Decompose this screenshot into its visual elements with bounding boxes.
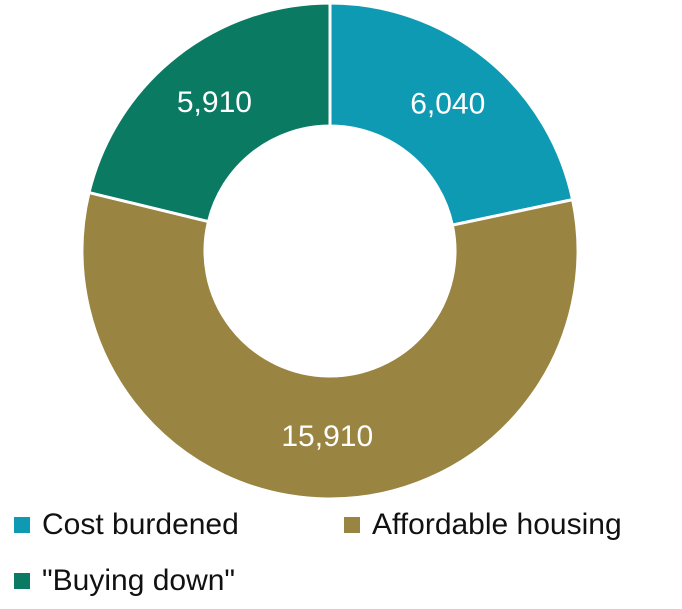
slice-affordable-housing [80,190,580,500]
legend-item-buying-down: "Buying down" [14,564,235,598]
slice-label-cost-burdened: 6,040 [410,88,485,121]
legend-label-buying-down: "Buying down" [42,564,236,597]
slice-buying-down [87,1,332,224]
legend-swatch-cost-burdened [14,517,30,533]
donut-chart: 6,040 15,910 5,910 [80,1,580,500]
legend-item-cost-burdened: Cost burdened [14,508,239,542]
slice-label-buying-down: 5,910 [177,86,252,119]
slice-cost-burdened [328,1,575,227]
legend-label-affordable-housing: Affordable housing [372,508,622,541]
slice-label-affordable-housing: 15,910 [281,420,373,453]
legend-swatch-affordable-housing [344,517,360,533]
legend-swatch-buying-down [14,573,30,589]
legend-label-cost-burdened: Cost burdened [42,508,239,541]
legend-item-affordable-housing: Affordable housing [344,508,622,542]
